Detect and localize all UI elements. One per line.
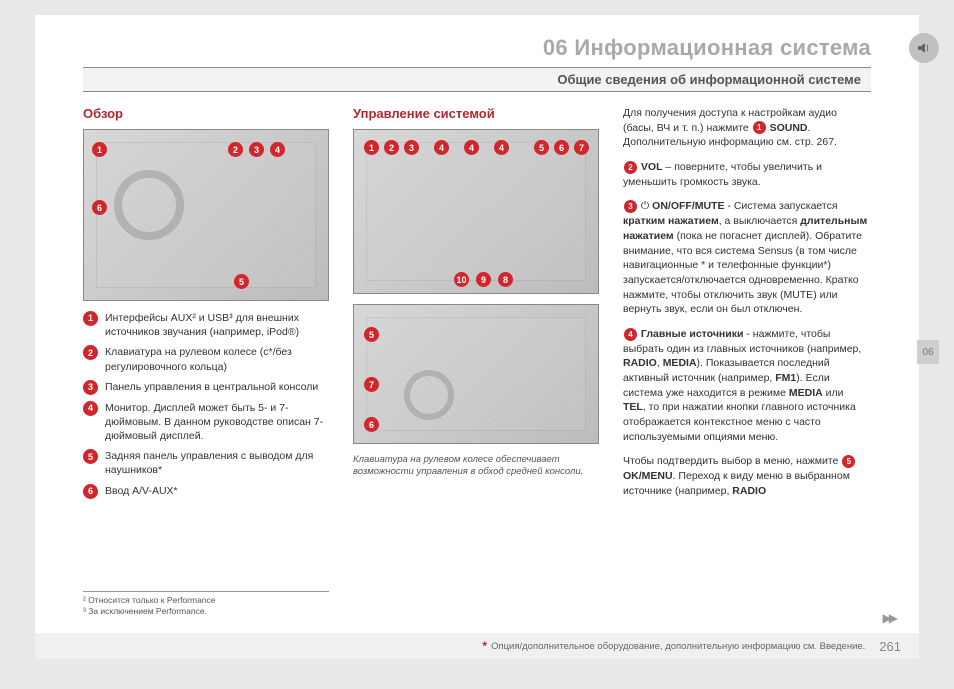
paragraph-3: 3 ⏻ ON/OFF/MUTE - Система запускается кр… [623,199,869,317]
badge-2-inline: 2 [624,161,637,174]
list-text: Интерфейсы AUX² и USB³ для внешних источ… [105,311,329,339]
list-badge: 3 [83,380,98,395]
figure-badge: 4 [464,140,479,155]
list-badge: 2 [83,345,98,360]
footnotes: ² Относится только к Performance ³ За ис… [83,591,329,617]
list-text: Клавиатура на рулевом колесе (с*/без рег… [105,345,329,373]
chapter-title: 06 Информационная система [83,35,871,67]
figure-badge: 7 [364,377,379,392]
list-text: Панель управления в центральной консоли [105,380,318,395]
overview-figure: 1 234 6 5 [83,129,329,301]
figure-badge: 10 [454,272,469,287]
chapter-number: 06 [543,35,568,60]
list-item: 5 Задняя панель управления с выводом для … [83,449,329,477]
footnote-3: ³ За исключением Performance. [83,606,329,617]
paragraph-5: Чтобы подтвердить выбор в меню, нажмите … [623,454,869,498]
list-item: 3 Панель управления в центральной консоли [83,380,329,395]
list-text: Задняя панель управления с выводом для н… [105,449,329,477]
list-text: Монитор. Дисплей может быть 5- и 7-дюймо… [105,401,329,444]
figure-badge: 2 [228,142,243,157]
figure-badge: 3 [249,142,264,157]
badge-1-inline: 1 [753,121,766,134]
footnote-2: ² Относится только к Performance [83,595,329,606]
paragraph-4: 4 Главные источники - нажмите, чтобы выб… [623,327,869,445]
column-overview: Обзор 123465 1Интерфейсы AUX² и USB³ для… [83,106,329,509]
paragraph-2: 2 VOL – поверните, чтобы увеличить и уме… [623,160,869,189]
list-text: Ввод A/V-AUX* [105,484,178,499]
chapter-name: Информационная система [574,35,871,60]
figure-badge: 6 [92,200,107,215]
list-item: 6 Ввод A/V-AUX* [83,484,329,499]
side-tab: 06 [917,340,939,364]
continue-icon: ▶▶ [883,611,895,625]
badge-4-inline: 4 [624,328,637,341]
column-text: Для получения доступа к настройкам аудио… [623,106,869,509]
figure-badge: 4 [434,140,449,155]
control-heading: Управление системой [353,106,599,121]
figure-badge: 7 [574,140,589,155]
list-item: 1 Интерфейсы AUX² и USB³ для внешних исто… [83,311,329,339]
list-badge: 4 [83,401,98,416]
figure-badge: 5 [234,274,249,289]
footnote-star-icon: * [482,639,487,653]
figure-badge: 1 [364,140,379,155]
figure-badge: 5 [534,140,549,155]
figure-badge: 6 [554,140,569,155]
figure-badge: 4 [270,142,285,157]
overview-heading: Обзор [83,106,329,121]
audio-section-icon [909,33,939,63]
control-figure-2: 5 7 6 [353,304,599,444]
list-item: 4 Монитор. Дисплей может быть 5- и 7-дюйм… [83,401,329,444]
figure-badge: 2 [384,140,399,155]
figure-badge: 5 [364,327,379,342]
control-figure-1: 1234445671098 [353,129,599,294]
figure-badge: 8 [498,272,513,287]
footer-bar: * Опция/дополнительное оборудование, доп… [35,633,919,659]
list-badge: 1 [83,311,98,326]
section-band: Общие сведения об информационной системе [83,67,871,92]
figure-badge: 6 [364,417,379,432]
section-title: Общие сведения об информационной системе [557,72,861,87]
list-item: 2 Клавиатура на рулевом колесе (с*/без ре… [83,345,329,373]
figure-badge: 1 [92,142,107,157]
badge-5-inline: 5 [842,455,855,468]
page-number: 261 [879,639,901,654]
paragraph-1: Для получения доступа к настройкам аудио… [623,106,869,150]
column-control: Управление системой 1234445671098 576 Кл… [353,106,599,509]
badge-3-inline: 3 [624,200,637,213]
figure-badge: 3 [404,140,419,155]
list-badge: 5 [83,449,98,464]
control-caption: Клавиатура на рулевом колесе обеспечивае… [353,454,599,479]
figure-badge: 9 [476,272,491,287]
list-badge: 6 [83,484,98,499]
footer-text: Опция/дополнительное оборудование, допол… [491,641,865,652]
figure-badge: 4 [494,140,509,155]
